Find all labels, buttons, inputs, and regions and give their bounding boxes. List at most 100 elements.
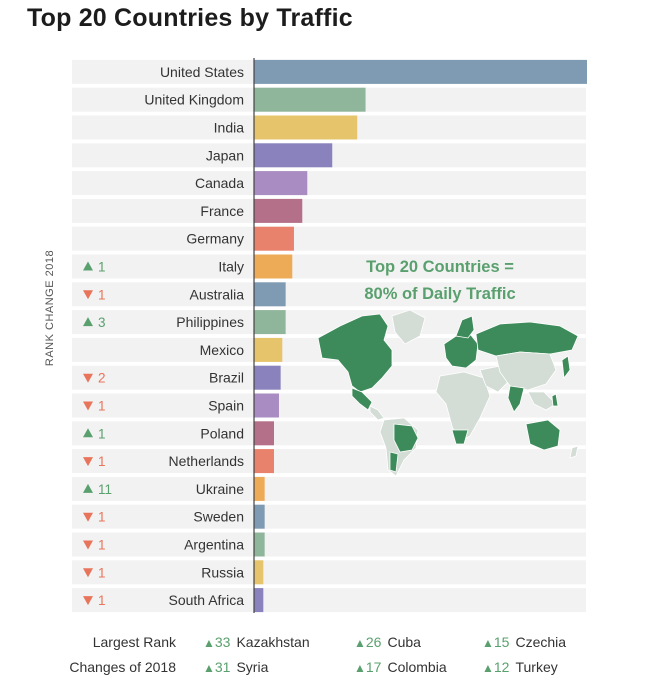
chart-title: Top 20 Countries by Traffic (27, 4, 353, 32)
row-band (72, 282, 586, 307)
bar (254, 59, 587, 84)
category-label: Australia (190, 286, 245, 302)
up-arrow-icon: ▲ (482, 636, 494, 650)
category-label: United Kingdom (144, 92, 244, 108)
row-band (72, 393, 586, 418)
south-africa-shape (451, 429, 469, 445)
row-band (72, 254, 586, 279)
category-label: Canada (195, 175, 244, 191)
category-label: Brazil (209, 370, 244, 386)
footer-item: ▲26 Cuba (354, 634, 421, 650)
row-band (72, 421, 586, 446)
footer-item: ▲33 Kazakhstan (203, 634, 310, 650)
bar (254, 226, 294, 251)
category-label: Germany (186, 231, 244, 247)
bar (254, 393, 279, 418)
bar (254, 504, 265, 529)
footer-item-value: 31 (214, 659, 231, 675)
up-arrow-icon (83, 428, 93, 438)
overlay-line2: 80% of Daily Traffic (364, 285, 516, 303)
india-shape (507, 385, 525, 413)
bar (254, 143, 333, 168)
category-label: Mexico (200, 342, 245, 358)
down-arrow-icon (83, 596, 93, 606)
asia-shape (495, 351, 557, 391)
bar (254, 421, 274, 446)
rank-axis-label-text: RANK CHANGE 2018 (44, 249, 56, 367)
down-arrow-icon (83, 290, 93, 300)
footer-item: ▲17 Colombia (354, 659, 447, 675)
bar (254, 588, 264, 613)
category-label: Italy (218, 259, 244, 275)
japan-shape (561, 355, 571, 380)
rank-change-value: 1 (98, 399, 106, 414)
up-arrow-icon: ▲ (354, 661, 366, 675)
footer-item-country: Syria (236, 659, 269, 675)
africa-shape (435, 371, 491, 443)
rank-change-value: 1 (98, 287, 106, 302)
russia-shape (475, 321, 579, 357)
footer-item: ▲31 Syria (203, 659, 268, 675)
bar (254, 337, 283, 362)
largest-rank-changes: Largest Rank Changes of 2018 ▲ 33 Kazakhst… (0, 632, 660, 692)
overlay-annotation: Top 20 Countries = 80% of Daily Traffic (340, 254, 540, 308)
rank-change-value: 1 (98, 260, 106, 275)
central-america-shape (369, 405, 385, 421)
down-arrow-icon (83, 512, 93, 522)
category-label: Ukraine (196, 481, 244, 497)
southeast-asia-shape (527, 391, 557, 411)
bar (254, 171, 308, 196)
down-arrow-icon (83, 568, 93, 578)
bar (254, 476, 265, 501)
north-america-shape (317, 313, 393, 393)
bar (254, 560, 264, 585)
footer-item-country: Czechia (515, 634, 567, 650)
row-band (72, 588, 586, 613)
row-band (72, 171, 586, 196)
bar (254, 310, 286, 335)
scandinavia-shape (455, 315, 475, 339)
australia-shape (525, 419, 561, 451)
down-arrow-icon (83, 373, 93, 383)
footer-item-country: Kazakhstan (236, 634, 310, 650)
down-arrow-icon (83, 401, 93, 411)
rank-change-value: 1 (98, 538, 106, 553)
category-label: France (200, 203, 244, 219)
philippines-shape (551, 393, 559, 407)
up-arrow-icon: ▲ (482, 661, 494, 675)
rank-change-value: 2 (98, 371, 106, 386)
category-label: Argentina (184, 537, 244, 553)
up-arrow-icon (83, 317, 93, 327)
world-map (317, 309, 579, 477)
category-label: Japan (206, 147, 244, 163)
up-arrow-icon (83, 261, 93, 271)
footer-item-country: Cuba (387, 634, 421, 650)
bar (254, 198, 303, 223)
row-band (72, 504, 586, 529)
footer-item: ▲12 Turkey (482, 659, 558, 675)
footer-item-value: 33 (214, 634, 231, 650)
bar (254, 449, 274, 474)
row-band (72, 532, 586, 557)
rank-change-value: 1 (98, 565, 106, 580)
rank-change-value: 1 (98, 454, 106, 469)
footer-title-line1: Largest Rank (92, 634, 176, 650)
bar (254, 282, 286, 307)
up-arrow-icon: ▲ (354, 636, 366, 650)
category-label: Russia (201, 564, 244, 580)
footer-title-line2: Changes of 2018 (69, 659, 176, 675)
down-arrow-icon (83, 457, 93, 467)
bar (254, 115, 358, 140)
bar (254, 87, 366, 112)
footer-item-value: 26 (365, 634, 382, 650)
mexico-shape (351, 387, 373, 411)
rank-change-value: 3 (98, 315, 106, 330)
footer-item-country: Turkey (515, 659, 558, 675)
rank-change-value: 1 (98, 510, 106, 525)
overlay-line1: Top 20 Countries = (366, 258, 514, 276)
rank-change-value: 11 (98, 482, 112, 497)
footer-item-value: 15 (493, 634, 510, 650)
up-arrow-icon (83, 483, 93, 493)
row-band (72, 198, 586, 223)
